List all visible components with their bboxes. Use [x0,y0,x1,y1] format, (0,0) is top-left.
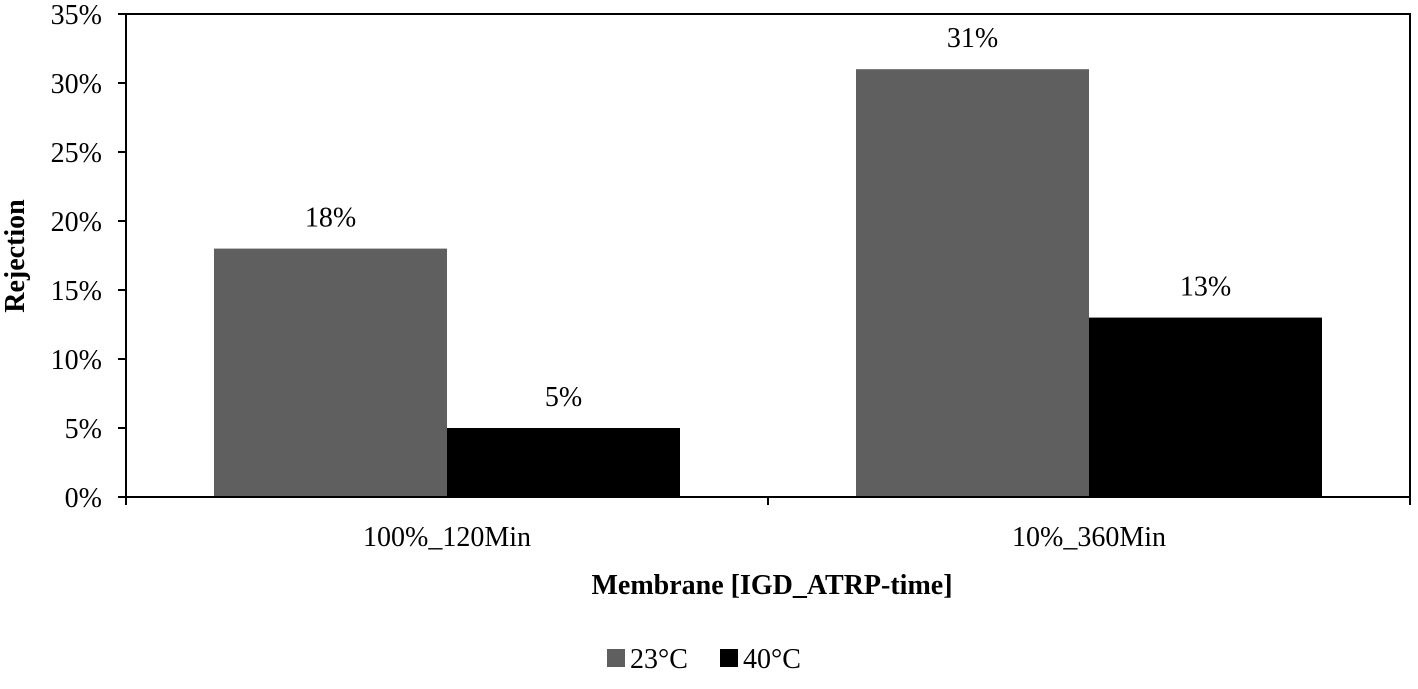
bar-series-1-2 [856,69,1089,497]
legend-swatch [607,649,625,667]
y-axis-title: Rejection [0,199,31,313]
y-tick-label: 25% [51,138,102,169]
bar-series-2-1 [447,428,680,497]
data-label: 31% [947,23,998,54]
data-label: 5% [545,382,582,413]
bar-series-2-2 [1089,317,1322,497]
x-category-label: 10%_360Min [1012,522,1166,553]
legend: 23°C 40°C [607,644,801,675]
bars-group [214,69,1322,497]
y-tick-label: 15% [51,276,102,307]
y-tick-label: 10% [51,345,102,376]
data-label: 13% [1180,272,1231,303]
y-ticks-group: 0% 5% 10% 15% 20% 25% 30% 35% [51,0,126,514]
data-label: 18% [305,203,356,234]
y-tick-label: 0% [65,483,102,514]
y-tick-label: 20% [51,207,102,238]
legend-swatch [720,649,738,667]
x-categories-group: 100%_120Min 10%_360Min [125,497,1411,553]
legend-label: 40°C [743,644,801,675]
y-tick-label: 35% [51,0,102,31]
x-axis-title: Membrane [IGD_ATRP-time] [591,570,952,601]
y-tick-label: 5% [65,414,102,445]
y-tick-label: 30% [51,69,102,100]
bar-series-1-1 [214,248,447,497]
x-category-label: 100%_120Min [363,522,531,553]
data-labels-group: 18% 5% 31% 13% [305,23,1231,413]
legend-label: 23°C [630,644,688,675]
